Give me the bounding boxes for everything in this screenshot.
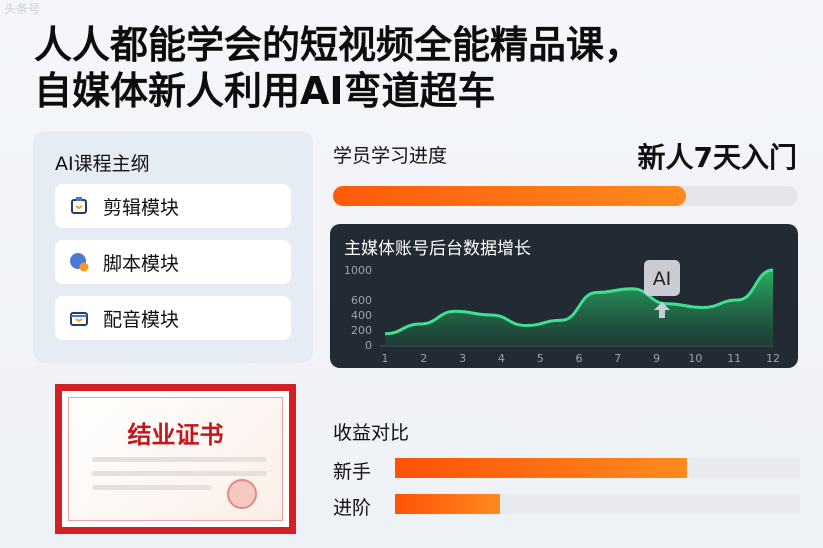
progress-bar [333,186,798,206]
income-fill [395,458,687,478]
income-bar-advanced [395,494,800,514]
certificate-line [92,471,267,476]
y-tick-label: 400 [351,309,372,322]
module-editing[interactable]: 剪辑模块 [55,184,291,228]
watermark: 头条号 [4,2,41,16]
y-tick-label: 600 [351,294,372,307]
module-voice[interactable]: 配音模块 [55,296,291,340]
ai-badge-label: AI [653,268,672,290]
clipboard-icon [71,197,87,214]
arrow-up-icon [654,302,670,318]
certificate: 结业证书 [55,384,296,534]
x-tick-label: 1 [382,352,389,365]
chart-title: 主媒体账号后台数据增长 [344,239,531,259]
globe-badge-icon [70,253,89,272]
progress-badge: 新人7天入门 [637,141,797,174]
x-tick-label: 7 [614,352,621,365]
module-label: 配音模块 [103,308,180,331]
certificate-line [92,457,267,462]
progress-label: 学员学习进度 [333,145,448,167]
outline-heading: AI课程主纲 [55,153,150,175]
y-tick-label: 0 [365,339,372,352]
y-tick-label: 200 [351,324,372,337]
page-title: 人人都能学会的短视频全能精品课， 自媒体新人利用AI弯道超车 [34,22,642,114]
course-outline-panel: AI课程主纲 剪辑模块 脚本模块 配音模块 [33,131,313,363]
ai-badge [644,260,680,296]
module-label: 脚本模块 [103,252,180,275]
income-bar-beginner [395,458,800,478]
briefcase-icon [70,312,88,326]
x-tick-label: 4 [498,352,505,365]
title-line-2: 自媒体新人利用AI弯道超车 [34,69,496,113]
x-tick-label: 12 [766,352,780,365]
x-tick-label: 2 [420,352,427,365]
income-label: 收益对比 [333,422,410,444]
y-tick-label: 1000 [344,264,372,277]
title-line-1: 人人都能学会的短视频全能精品课， [34,23,643,67]
x-tick-label: 9 [653,352,660,365]
x-tick-label: 3 [459,352,466,365]
income-row-label: 进阶 [333,497,372,519]
chart-line [384,268,774,336]
certificate-title: 结业证书 [127,421,224,449]
seal-icon [227,479,257,509]
module-script[interactable]: 脚本模块 [55,240,291,284]
growth-chart: 主媒体账号后台数据增长 0 200 400 600 1000 1 2 3 4 5 6 7 9 10 11 12… [330,224,798,368]
income-fill [395,494,501,514]
income-row-label: 新手 [333,461,372,483]
x-tick-label: 6 [576,352,583,365]
module-label: 剪辑模块 [103,196,180,219]
x-tick-label: 11 [727,352,741,365]
certificate-line [92,485,212,490]
progress-fill [333,186,687,206]
x-tick-label: 5 [537,352,544,365]
x-tick-label: 10 [688,352,702,365]
